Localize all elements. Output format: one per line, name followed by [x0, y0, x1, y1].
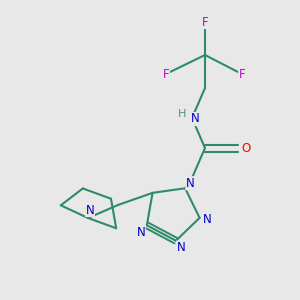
- Text: H: H: [178, 109, 186, 119]
- Text: N: N: [186, 177, 194, 190]
- Text: O: O: [242, 142, 250, 154]
- Text: N: N: [136, 226, 145, 239]
- Text: N: N: [190, 112, 200, 125]
- Text: F: F: [239, 68, 245, 80]
- Text: N: N: [176, 241, 185, 254]
- Text: N: N: [203, 213, 212, 226]
- Text: F: F: [202, 16, 208, 28]
- Text: N: N: [85, 203, 94, 217]
- Text: F: F: [163, 68, 169, 80]
